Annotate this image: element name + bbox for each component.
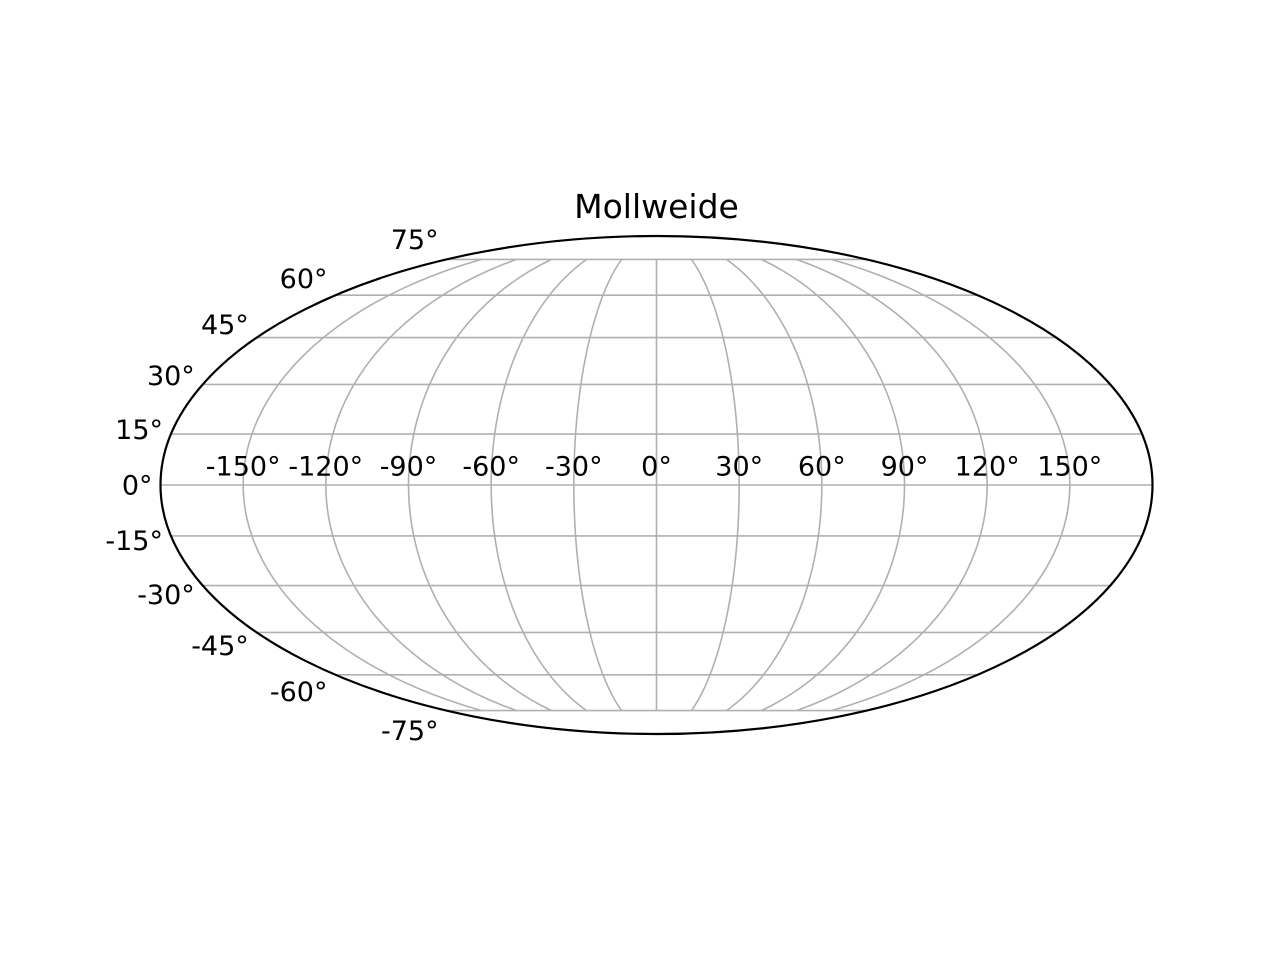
longitude-tick-label: -60° bbox=[462, 451, 520, 482]
longitude-tick-label: -150° bbox=[206, 451, 281, 482]
meridian-gridline bbox=[325, 258, 517, 712]
plot-title: Mollweide bbox=[574, 187, 739, 226]
latitude-tick-label: 45° bbox=[201, 310, 249, 341]
latitude-tick-label: -45° bbox=[191, 631, 249, 662]
latitude-tick-label: -75° bbox=[381, 716, 439, 747]
latitude-tick-label: 0° bbox=[122, 470, 153, 501]
longitude-tick-label: -30° bbox=[545, 451, 603, 482]
longitude-tick-label: 60° bbox=[798, 451, 846, 482]
meridian-gridline bbox=[761, 258, 906, 712]
projection-boundary-outline bbox=[159, 234, 1154, 736]
latitude-tick-labels: 75° 60° 45°30° 15° 0° -15° -30° -45° -60° -75° bbox=[105, 225, 438, 747]
longitude-tick-labels: -150° -120° -90° -60° -30° 0° 30° 60° 90° 120° 150… bbox=[206, 451, 1103, 482]
meridian-gridline bbox=[490, 258, 588, 712]
meridian-gridline bbox=[690, 258, 740, 712]
longitude-tick-label: 120° bbox=[955, 451, 1020, 482]
latitude-tick-label: -60° bbox=[270, 677, 328, 708]
meridian-gridline bbox=[573, 258, 623, 712]
longitude-tick-label: 150° bbox=[1037, 451, 1102, 482]
meridian-gridline bbox=[407, 258, 552, 712]
longitude-tick-label: 30° bbox=[715, 451, 763, 482]
meridian-gridlines bbox=[242, 258, 1071, 712]
longitude-tick-label: -90° bbox=[380, 451, 438, 482]
longitude-tick-label: 0° bbox=[641, 451, 672, 482]
latitude-tick-label: -30° bbox=[137, 580, 195, 611]
latitude-tick-label: -15° bbox=[105, 526, 163, 557]
latitude-tick-label: 60° bbox=[280, 264, 328, 295]
latitude-tick-label: 75° bbox=[391, 225, 439, 256]
latitude-tick-label: 15° bbox=[115, 415, 163, 446]
meridian-gridline bbox=[725, 258, 823, 712]
meridian-gridline bbox=[831, 258, 1071, 712]
longitude-tick-label: -120° bbox=[288, 451, 363, 482]
meridian-gridline bbox=[242, 258, 482, 712]
longitude-tick-label: 90° bbox=[881, 451, 929, 482]
meridian-gridline bbox=[796, 258, 988, 712]
latitude-tick-label: 30° bbox=[147, 361, 195, 392]
